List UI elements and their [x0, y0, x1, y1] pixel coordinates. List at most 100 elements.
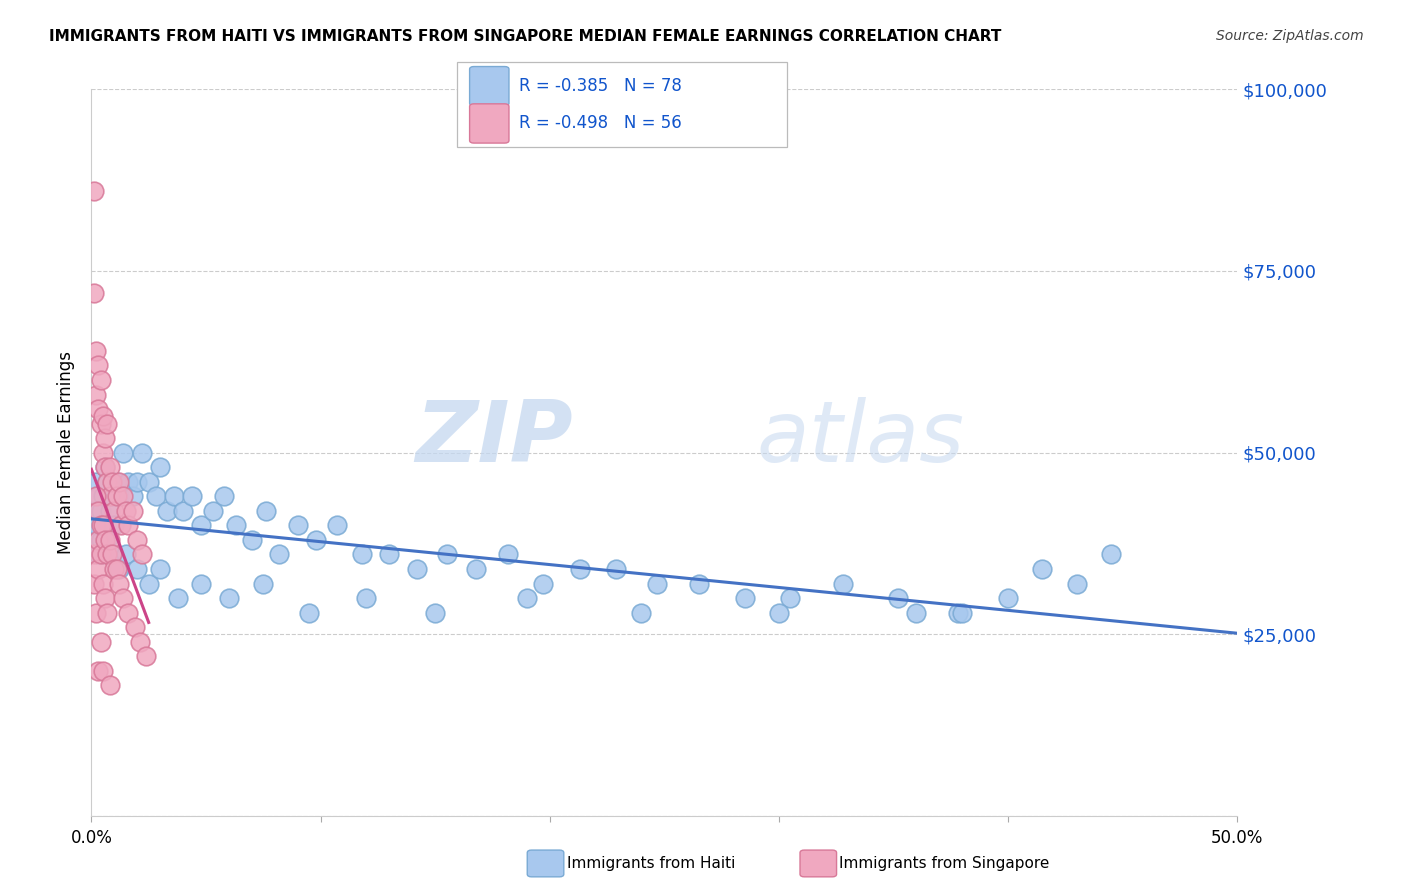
Point [98, 678, 121, 692]
Point [103, 562, 125, 576]
Point [269, 548, 291, 562]
Point [108, 562, 131, 576]
Point [946, 606, 969, 620]
Point [163, 489, 186, 503]
Point [568, 562, 591, 576]
Point [531, 576, 554, 591]
Point [254, 504, 277, 518]
Point [110, 518, 132, 533]
Point [1031, 562, 1053, 576]
Point [605, 562, 627, 576]
Point [1099, 548, 1122, 562]
Point [350, 548, 373, 562]
Point [94, 533, 117, 547]
Text: atlas: atlas [756, 397, 965, 480]
Point [181, 489, 204, 503]
Point [190, 518, 212, 533]
Point [647, 576, 669, 591]
Point [112, 445, 135, 460]
Y-axis label: Median Female Earnings: Median Female Earnings [58, 351, 76, 554]
Point [779, 591, 801, 606]
Point [90, 533, 112, 547]
Point [103, 504, 125, 518]
Point [87, 562, 110, 576]
Point [127, 562, 149, 576]
Point [905, 606, 928, 620]
Point [87, 504, 110, 518]
Text: Immigrants from Haiti: Immigrants from Haiti [567, 856, 735, 871]
Point [90, 548, 112, 562]
Point [98, 489, 121, 503]
Point [83, 285, 105, 300]
Point [121, 489, 143, 503]
Point [131, 548, 153, 562]
Point [105, 562, 128, 576]
Text: Source: ZipAtlas.com: Source: ZipAtlas.com [1216, 29, 1364, 43]
Point [114, 504, 136, 518]
Point [91, 576, 114, 591]
Point [768, 606, 790, 620]
Point [94, 460, 117, 475]
Point [112, 489, 135, 503]
Point [101, 475, 124, 489]
Text: IMMIGRANTS FROM HAITI VS IMMIGRANTS FROM SINGAPORE MEDIAN FEMALE EARNINGS CORREL: IMMIGRANTS FROM HAITI VS IMMIGRANTS FROM… [49, 29, 1001, 44]
Point [887, 591, 910, 606]
Point [91, 548, 114, 562]
Point [98, 504, 121, 518]
Point [96, 533, 118, 547]
Point [356, 591, 378, 606]
Point [516, 591, 538, 606]
Point [90, 634, 112, 648]
Point [96, 475, 118, 489]
Point [84, 475, 107, 489]
Point [190, 576, 212, 591]
Point [83, 533, 105, 547]
Point [84, 518, 107, 533]
Point [91, 664, 114, 678]
Point [101, 489, 124, 503]
Point [298, 606, 321, 620]
Point [135, 649, 157, 664]
Text: R = -0.385   N = 78: R = -0.385 N = 78 [519, 78, 682, 95]
Point [101, 548, 124, 562]
Point [87, 402, 110, 417]
Point [287, 518, 309, 533]
Point [997, 591, 1019, 606]
Point [83, 504, 105, 518]
Point [98, 460, 121, 475]
Point [145, 489, 167, 503]
Point [832, 576, 855, 591]
Point [127, 533, 149, 547]
Point [149, 460, 172, 475]
Point [91, 409, 114, 424]
Point [465, 562, 488, 576]
Point [105, 489, 128, 503]
Point [405, 562, 427, 576]
Point [84, 343, 107, 358]
Point [105, 475, 128, 489]
Point [117, 475, 139, 489]
Point [149, 562, 172, 576]
Point [128, 634, 150, 648]
Point [83, 576, 105, 591]
Point [121, 504, 143, 518]
Point [734, 591, 756, 606]
Point [87, 489, 110, 503]
Point [87, 664, 110, 678]
Point [131, 445, 153, 460]
Point [87, 359, 110, 373]
Point [498, 548, 520, 562]
Point [630, 606, 652, 620]
Point [112, 591, 135, 606]
Point [103, 518, 125, 533]
Point [96, 475, 118, 489]
Point [91, 489, 114, 503]
Point [91, 518, 114, 533]
Point [96, 417, 118, 431]
Point [108, 475, 131, 489]
Point [90, 373, 112, 387]
Point [688, 576, 710, 591]
Point [108, 576, 131, 591]
Point [108, 489, 131, 503]
Point [240, 533, 263, 547]
